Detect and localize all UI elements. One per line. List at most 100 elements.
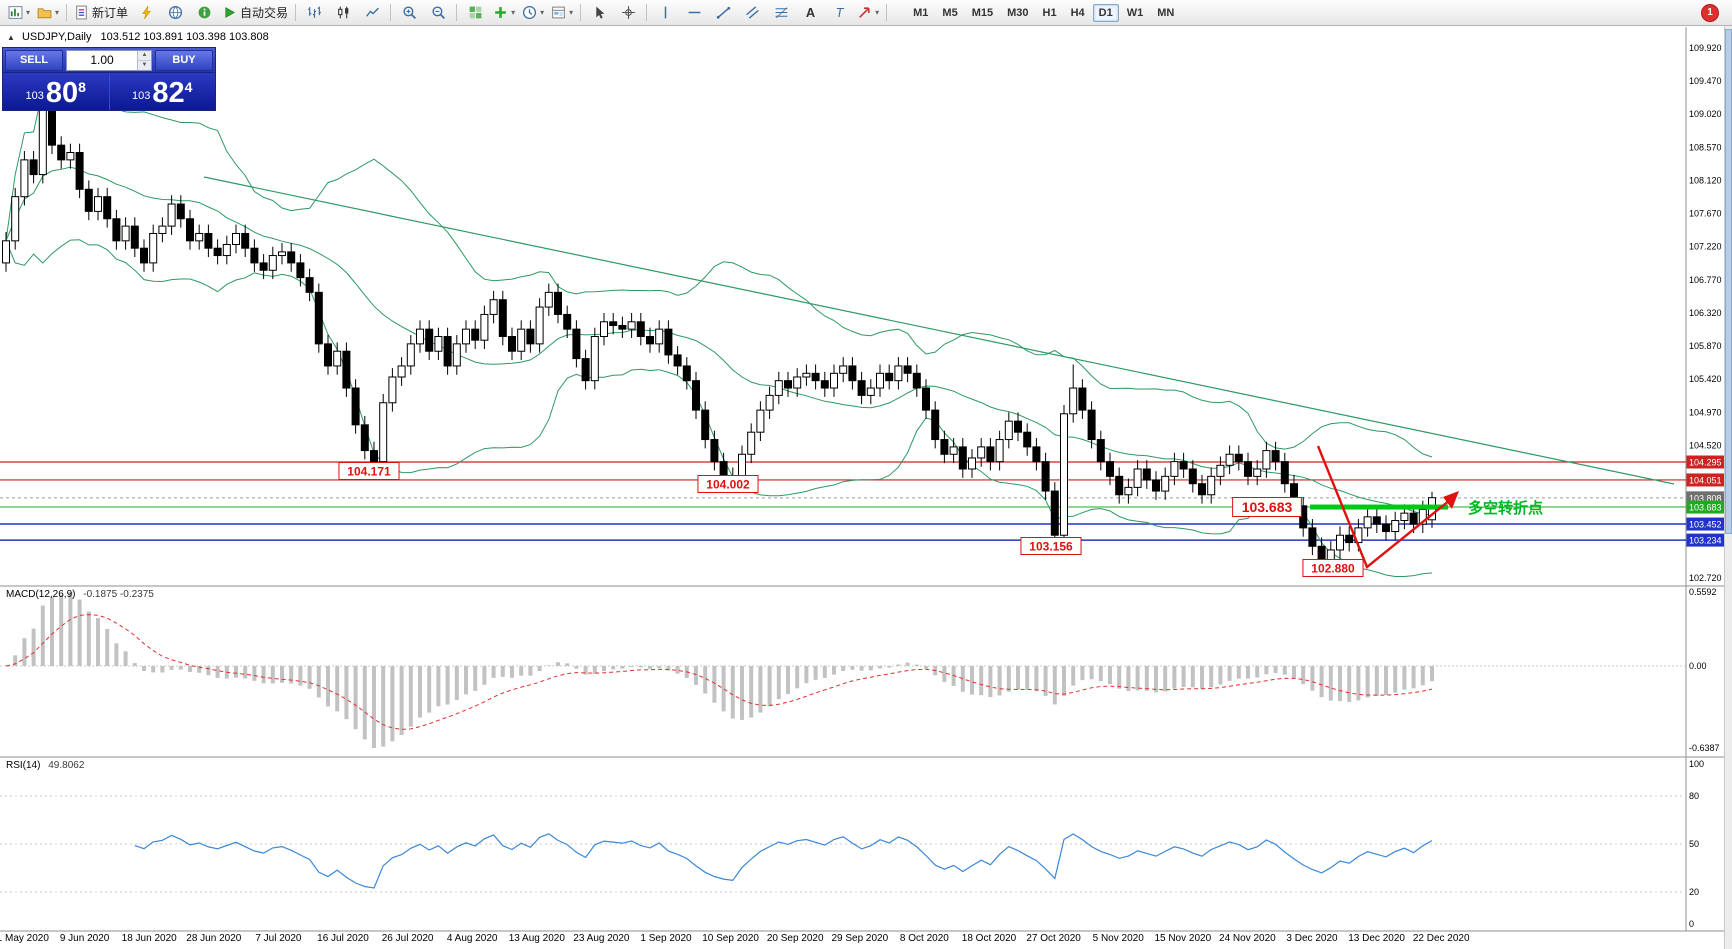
templates-button[interactable]: ▾ xyxy=(548,2,576,24)
candle xyxy=(397,365,406,378)
spinner-down-icon[interactable]: ▼ xyxy=(138,59,151,70)
rsi-axis-label: 20 xyxy=(1689,887,1699,897)
candle xyxy=(480,313,489,341)
trendline-tool-button[interactable] xyxy=(709,2,737,24)
sell-price-prefix: 103 xyxy=(25,90,44,102)
sell-price[interactable]: 103 80 8 xyxy=(3,73,109,110)
macd-histogram-bar xyxy=(1043,666,1048,696)
text-tool-button[interactable]: A xyxy=(796,2,824,24)
macd-histogram-bar xyxy=(491,666,496,678)
macd-histogram-bar xyxy=(178,666,183,670)
candle xyxy=(866,387,875,396)
order-document-icon xyxy=(76,5,87,20)
tile-windows-button[interactable] xyxy=(461,2,489,24)
arrows-tool-button[interactable]: ▾ xyxy=(854,2,882,24)
macd-histogram-bar xyxy=(638,666,643,668)
scrollbar-thumb[interactable] xyxy=(1725,29,1732,534)
sell-button[interactable]: SELL xyxy=(5,49,63,71)
zoom-out-button[interactable] xyxy=(424,2,452,24)
candle xyxy=(848,365,857,382)
vertical-line-tool-button[interactable] xyxy=(651,2,679,24)
date-label: 24 Nov 2020 xyxy=(1219,933,1276,944)
timeframe-button-m5[interactable]: M5 xyxy=(942,6,958,19)
macd-histogram-bar xyxy=(105,629,110,666)
web-terminal-button[interactable] xyxy=(161,2,189,24)
periods-button[interactable]: ▾ xyxy=(519,2,547,24)
fibonacci-tool-button[interactable] xyxy=(767,2,795,24)
price-axis-label: 106.320 xyxy=(1689,308,1722,318)
buy-price[interactable]: 103 82 4 xyxy=(108,73,216,110)
candle xyxy=(314,291,323,345)
macd-histogram-bar xyxy=(602,666,606,672)
notification-badge[interactable]: 1 xyxy=(1701,3,1719,22)
price-label-box xyxy=(1020,537,1082,555)
cursor-tool-button[interactable] xyxy=(585,2,613,24)
macd-histogram-bar xyxy=(96,618,100,666)
candle xyxy=(627,321,636,330)
macd-histogram-bar xyxy=(859,666,864,671)
date-label: 5 Nov 2020 xyxy=(1092,933,1144,944)
candle xyxy=(1032,446,1041,463)
macd-histogram-bar xyxy=(592,666,597,674)
crosshair-tool-button[interactable] xyxy=(614,2,642,24)
macd-histogram-bar xyxy=(924,666,928,669)
timeframe-button-w1[interactable]: W1 xyxy=(1126,6,1144,19)
horizontal-line-tool-button[interactable] xyxy=(680,2,708,24)
candle xyxy=(857,380,866,396)
channel-tool-button[interactable] xyxy=(738,2,766,24)
zoom-in-button[interactable] xyxy=(395,2,423,24)
candle xyxy=(646,336,654,345)
macd-histogram-bar xyxy=(611,666,616,670)
macd-histogram-bar xyxy=(1236,666,1241,679)
macd-histogram-bar xyxy=(1246,666,1250,679)
community-button[interactable] xyxy=(190,2,218,24)
macd-histogram-bar xyxy=(1411,666,1416,689)
macd-histogram-bar xyxy=(372,666,376,748)
vertical-scrollbar[interactable] xyxy=(1724,26,1732,949)
candlestick-mode-button[interactable] xyxy=(329,2,357,24)
indicators-button[interactable]: ▾ xyxy=(490,2,518,24)
candle xyxy=(526,328,535,345)
volume-spinner[interactable]: ▲ ▼ xyxy=(137,50,151,70)
candle xyxy=(1078,387,1087,411)
timeframe-button-m30[interactable]: M30 xyxy=(1007,6,1029,19)
new-order-button[interactable]: 新订单 xyxy=(71,2,131,24)
macd-histogram-bar xyxy=(261,666,266,684)
buy-button[interactable]: BUY xyxy=(155,49,213,71)
macd-histogram-bar xyxy=(1301,666,1306,685)
panel-collapse-icon[interactable]: ▲ xyxy=(7,33,15,42)
timeframe-button-mn[interactable]: MN xyxy=(1157,6,1175,19)
autotrading-button[interactable]: 自动交易 xyxy=(219,2,291,24)
macd-histogram-bar xyxy=(528,666,533,676)
timeframe-button-d1[interactable]: D1 xyxy=(1092,3,1119,22)
macd-histogram-bar xyxy=(464,666,468,695)
price-badge-text: 103.808 xyxy=(1689,493,1722,503)
text-label-tool-button[interactable]: T xyxy=(825,2,853,24)
dropdown-caret-icon: ▾ xyxy=(875,7,880,17)
crosshair-icon xyxy=(621,6,635,19)
rsi-axis-label: 0 xyxy=(1689,919,1694,929)
profiles-button[interactable]: ▾ xyxy=(34,2,62,24)
new-chart-button[interactable]: ▾ xyxy=(5,2,33,24)
candle xyxy=(894,365,903,382)
spinner-up-icon[interactable]: ▲ xyxy=(138,50,151,60)
macd-histogram-bar xyxy=(1181,666,1186,688)
tile-grid-icon xyxy=(469,6,481,19)
date-label: 22 Dec 2020 xyxy=(1412,933,1470,944)
bar-chart-mode-button[interactable] xyxy=(300,2,328,24)
macd-histogram-bar xyxy=(546,665,551,666)
macd-histogram-bar xyxy=(583,666,588,675)
chart-frame xyxy=(0,27,1724,932)
timeframe-button-m1[interactable]: M1 xyxy=(913,6,929,19)
timeframe-button-h1[interactable]: H1 xyxy=(1042,6,1057,19)
timeframe-button-m15[interactable]: M15 xyxy=(971,6,994,19)
candle xyxy=(29,159,38,176)
macd-histogram-bar xyxy=(114,643,119,666)
volume-input[interactable]: 1.00 ▲ ▼ xyxy=(66,49,152,71)
macd-histogram-bar xyxy=(565,663,570,666)
metaeditor-button[interactable] xyxy=(132,2,160,24)
timeframe-button-h4[interactable]: H4 xyxy=(1070,6,1085,19)
line-chart-mode-button[interactable] xyxy=(358,2,386,24)
candle xyxy=(839,365,848,374)
